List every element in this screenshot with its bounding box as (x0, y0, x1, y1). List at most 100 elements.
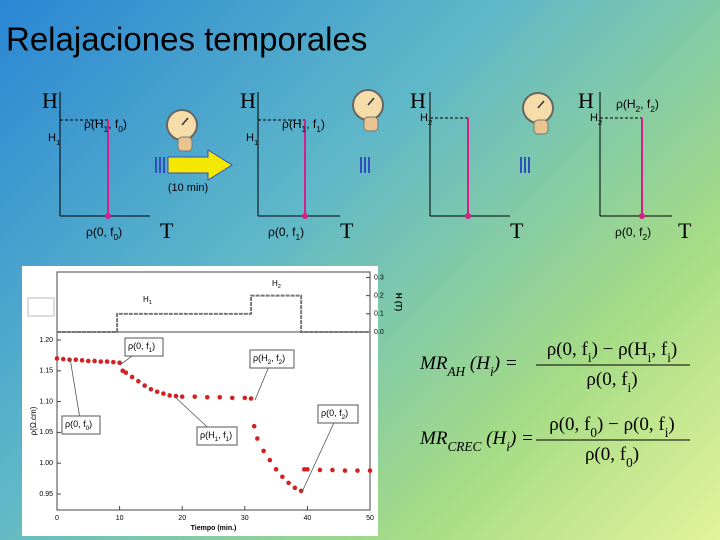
rho-field-label: ρ(H1, f0) (84, 117, 127, 134)
x-tick-label: 10 (116, 515, 124, 522)
annotation-box (249, 349, 295, 369)
h-label: H (240, 88, 256, 113)
label-part: 2 (428, 118, 432, 127)
resistivity-point (204, 394, 210, 400)
label-part: 0 (86, 425, 90, 432)
label-part: H (420, 112, 428, 124)
formula-denominator: ρ(0, fi) (586, 369, 637, 394)
label-part: ) (229, 430, 232, 440)
field-label: H2 (272, 279, 281, 290)
y-tick-label: 1.05 (39, 429, 53, 436)
label-part: ) (321, 117, 325, 131)
label-part: i (667, 350, 671, 365)
field-label: H1 (143, 295, 152, 306)
rho-zero-label: ρ(0, f0) (86, 225, 122, 242)
x-tick-label: 40 (304, 515, 312, 522)
stripe (528, 157, 530, 173)
annotation-box (124, 337, 164, 357)
field-dot (105, 213, 111, 219)
resistivity-point (255, 436, 260, 441)
label-part: ) (655, 97, 659, 111)
annotation-box (196, 426, 238, 446)
level-label: H1 (246, 132, 258, 147)
label-part: ρ(0, f (86, 225, 114, 239)
label-part: i (490, 364, 494, 379)
label-part: ρ(H (616, 97, 636, 111)
label-part: ) − ρ(0, f (597, 414, 665, 435)
label-part: 1 (302, 124, 307, 134)
x-tick-label: 20 (178, 515, 186, 522)
clock-hand (367, 97, 375, 106)
t-label: T (340, 218, 354, 243)
y-tick-label: 1.10 (39, 398, 53, 405)
interval-label: (10 min) (168, 182, 208, 194)
label-part: , f (640, 97, 651, 111)
label-part: ρ(0, f (547, 339, 589, 360)
label-part: i (588, 350, 592, 365)
clock-hand (181, 117, 189, 126)
resistivity-point (111, 359, 116, 365)
resistivity-point (136, 378, 141, 384)
y-tick-label: 1.20 (39, 337, 53, 344)
resistivity-point (67, 357, 72, 363)
hand (533, 119, 549, 135)
formula-denominator: ρ(0, f0) (585, 444, 639, 469)
rho-zero-label: ρ(0, f1) (268, 225, 304, 242)
label-part: 0 (118, 124, 123, 134)
t-label: T (160, 218, 174, 243)
label-part: ρ(H (253, 353, 268, 363)
time-arrow (167, 149, 233, 181)
title: Relajaciones temporales (6, 21, 367, 58)
label-part: ) (118, 225, 122, 239)
label-part: ) (647, 225, 651, 239)
label-part: 2 (279, 359, 283, 366)
label-part: ) (631, 369, 637, 390)
plot-background (22, 266, 378, 536)
resistivity-point (317, 467, 323, 473)
rho-field-label: ρ(H2, f2) (616, 97, 659, 114)
hand (177, 136, 193, 152)
label-part: ρ(H (84, 117, 104, 131)
annotation-box (61, 415, 101, 435)
label-part: ) (152, 341, 155, 351)
resistivity-point (154, 389, 160, 395)
annotation-pointer (69, 357, 82, 426)
y-tick-label: 1.00 (39, 460, 53, 467)
label-part: , f (108, 117, 119, 131)
label-part: AH (446, 364, 466, 379)
label-part: ) (671, 339, 677, 360)
resistivity-point (267, 457, 273, 463)
annotation-label: ρ(0, f0) (65, 419, 92, 432)
label-part: 1 (254, 138, 258, 147)
resistivity-point (148, 386, 154, 392)
resistivity-point (167, 393, 172, 398)
label-part: , f (271, 353, 279, 363)
resistivity-point (161, 391, 166, 396)
label-part: ) (282, 353, 285, 363)
label-part: CREC (447, 439, 481, 454)
label-part: 1 (149, 347, 153, 354)
label-part: ρ(0, f (128, 341, 149, 351)
y2-tick-label: 0.2 (374, 292, 384, 299)
label-part: 0 (590, 425, 597, 440)
resistivity-point (86, 358, 91, 364)
label-part: ) (345, 408, 348, 418)
label-part: ρ(0, f (321, 408, 342, 418)
label-part: , f (218, 430, 226, 440)
resistivity-point (179, 394, 185, 399)
label-part: H (48, 132, 56, 144)
x-tick-label: 30 (241, 515, 249, 522)
label-part: ) − ρ(H (592, 339, 648, 360)
resistivity-point (60, 356, 66, 362)
x-axis-label: Tiempo (min.) (191, 525, 237, 532)
formula-lhs: MRAH (Hi) = (419, 353, 518, 378)
resistivity-point (280, 474, 285, 480)
field-dot (302, 213, 308, 219)
clock-hand (537, 100, 545, 109)
label-part: 2 (643, 232, 648, 242)
stripe (364, 157, 366, 173)
label-part: ρ(0, f (585, 444, 627, 465)
label-part: 1 (296, 232, 301, 242)
label-part: 2 (598, 118, 602, 127)
resistivity-point (229, 395, 235, 401)
